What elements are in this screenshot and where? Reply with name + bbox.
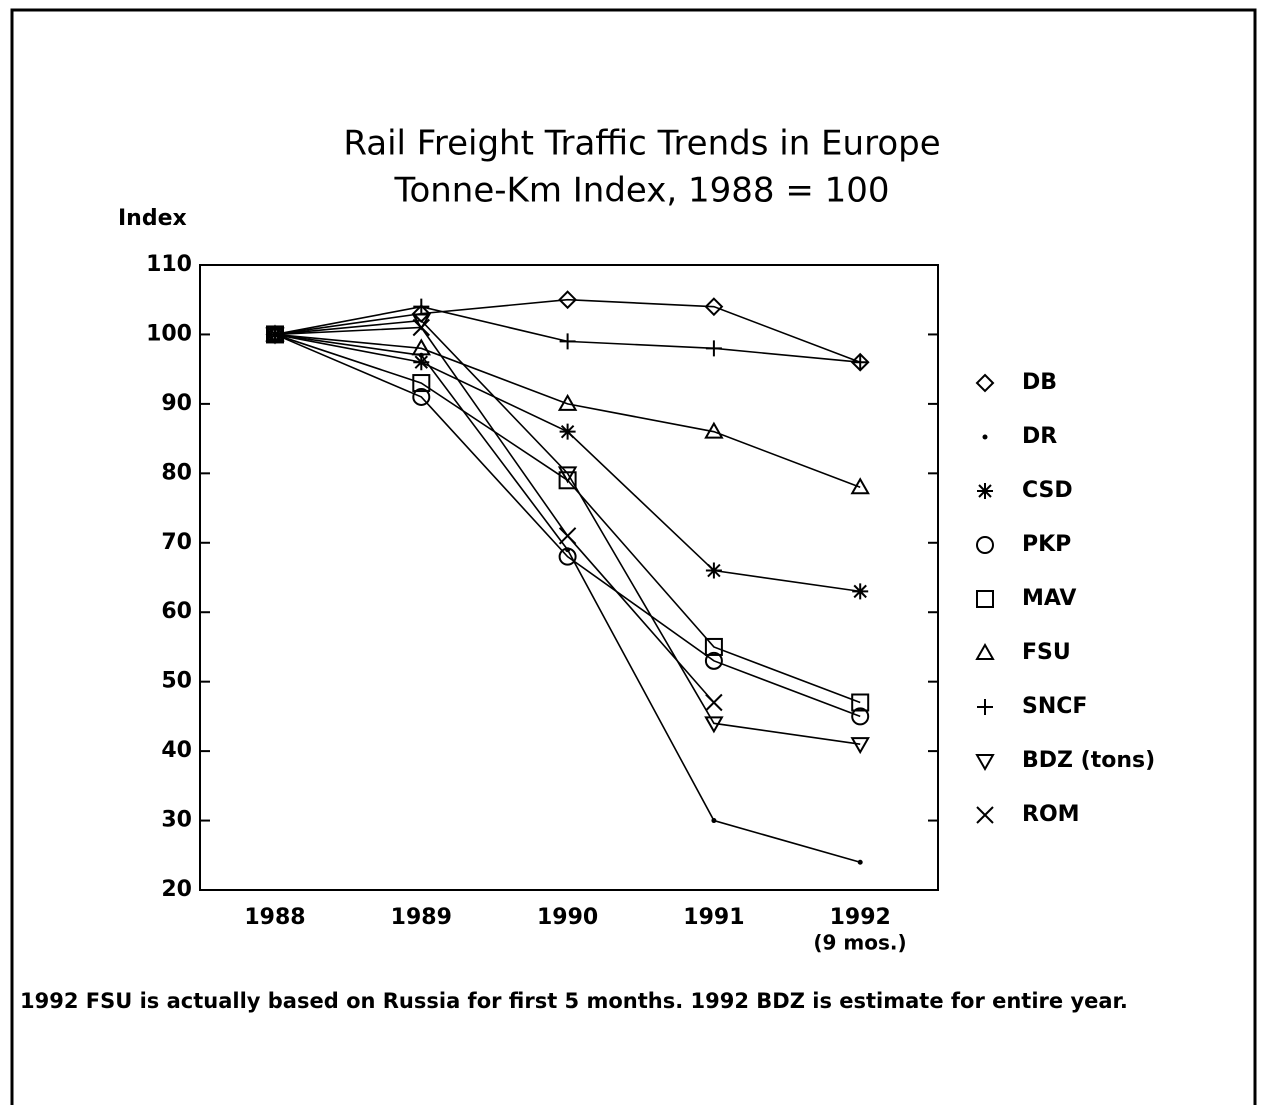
marker: [852, 354, 869, 371]
marker: [977, 483, 993, 499]
x-tick-label: 1990: [537, 905, 598, 930]
series-line: [274, 319, 861, 745]
marker: [412, 374, 431, 393]
marker: [266, 325, 284, 344]
x-tick-label: 1989: [391, 905, 452, 930]
marker: [265, 327, 285, 345]
marker: [976, 806, 994, 824]
y-tick-label: 80: [161, 460, 192, 485]
legend-label: DB: [1022, 370, 1057, 395]
y-tick-label: 110: [146, 252, 192, 277]
marker: [711, 818, 717, 824]
marker: [851, 707, 870, 726]
x-annotation: (9 mos.): [813, 931, 906, 955]
legend-label: SNCF: [1022, 694, 1087, 719]
legend-label: PKP: [1022, 532, 1071, 557]
legend-label: MAV: [1022, 586, 1076, 611]
x-tick-label: 1988: [244, 905, 305, 930]
marker: [413, 298, 430, 315]
marker: [705, 562, 722, 579]
marker: [976, 536, 994, 554]
marker: [411, 313, 432, 331]
marker: [412, 387, 431, 406]
legend-label: ROM: [1022, 802, 1080, 827]
series-line: [274, 298, 861, 363]
legend-label: DR: [1022, 424, 1057, 449]
marker: [704, 637, 723, 656]
marker: [851, 693, 870, 712]
marker: [704, 651, 723, 670]
y-tick-label: 50: [161, 669, 192, 694]
marker: [976, 590, 994, 608]
marker: [982, 434, 988, 440]
series-line: [274, 333, 861, 718]
frame: [10, 8, 1257, 1105]
marker: [558, 547, 577, 566]
y-axis-label: Index: [118, 206, 187, 231]
marker: [557, 466, 578, 484]
footnote: 1992 FSU is actually based on Russia for…: [20, 989, 1128, 1013]
y-tick-label: 70: [161, 530, 192, 555]
x-tick-label: 1991: [683, 905, 744, 930]
series-line: [274, 333, 861, 704]
marker: [705, 693, 723, 712]
y-tick-label: 90: [161, 391, 192, 416]
legend-label: CSD: [1022, 478, 1073, 503]
y-tick-label: 60: [161, 599, 192, 624]
series-line: [274, 326, 715, 704]
marker: [704, 716, 724, 734]
marker: [558, 527, 577, 545]
marker: [411, 338, 432, 356]
series-line: [274, 333, 861, 863]
marker: [705, 340, 722, 357]
plot-area: [199, 264, 939, 891]
marker: [704, 297, 724, 317]
legend-label: FSU: [1022, 640, 1071, 665]
series-line: [274, 333, 861, 488]
marker: [413, 354, 430, 371]
marker: [857, 859, 863, 865]
marker: [557, 393, 578, 411]
y-tick-label: 20: [161, 877, 192, 902]
y-tick-label: 30: [161, 808, 192, 833]
chart-title: Rail Freight Traffic Trends in Europe: [343, 124, 940, 164]
y-tick-label: 100: [146, 321, 192, 346]
marker: [975, 373, 995, 393]
marker: [852, 583, 869, 600]
marker: [558, 290, 578, 310]
marker: [704, 421, 724, 439]
y-tick-label: 40: [161, 738, 192, 763]
series-line: [274, 333, 861, 593]
marker: [850, 737, 870, 755]
marker: [559, 423, 576, 440]
marker: [975, 754, 995, 772]
marker: [975, 642, 995, 660]
chart-subtitle: Tonne-Km Index, 1988 = 100: [393, 171, 889, 211]
x-tick-label: 1992: [830, 905, 891, 930]
legend-label: BDZ (tons): [1022, 748, 1155, 773]
marker: [412, 318, 431, 337]
marker: [850, 477, 870, 495]
marker: [559, 333, 576, 350]
marker: [977, 699, 993, 715]
